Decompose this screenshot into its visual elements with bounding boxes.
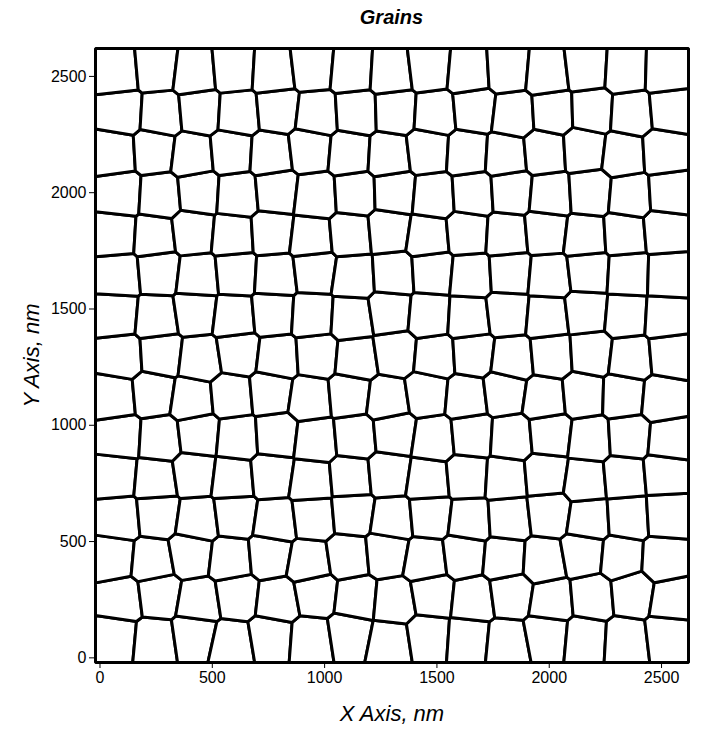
svg-text:Y Axis, nm: Y Axis, nm: [19, 304, 44, 408]
svg-text:2500: 2500: [644, 669, 680, 686]
svg-text:2000: 2000: [51, 184, 87, 201]
svg-text:500: 500: [199, 669, 226, 686]
svg-text:1500: 1500: [419, 669, 455, 686]
svg-text:2500: 2500: [51, 68, 87, 85]
svg-text:1000: 1000: [307, 669, 343, 686]
svg-text:1500: 1500: [51, 300, 87, 317]
svg-text:0: 0: [78, 649, 87, 666]
svg-text:0: 0: [96, 669, 105, 686]
svg-text:500: 500: [60, 533, 87, 550]
svg-text:X Axis, nm: X Axis, nm: [339, 701, 444, 726]
html-text:Grains: Grains: [359, 6, 424, 28]
svg-text:2000: 2000: [531, 669, 567, 686]
svg-text:1000: 1000: [51, 416, 87, 433]
